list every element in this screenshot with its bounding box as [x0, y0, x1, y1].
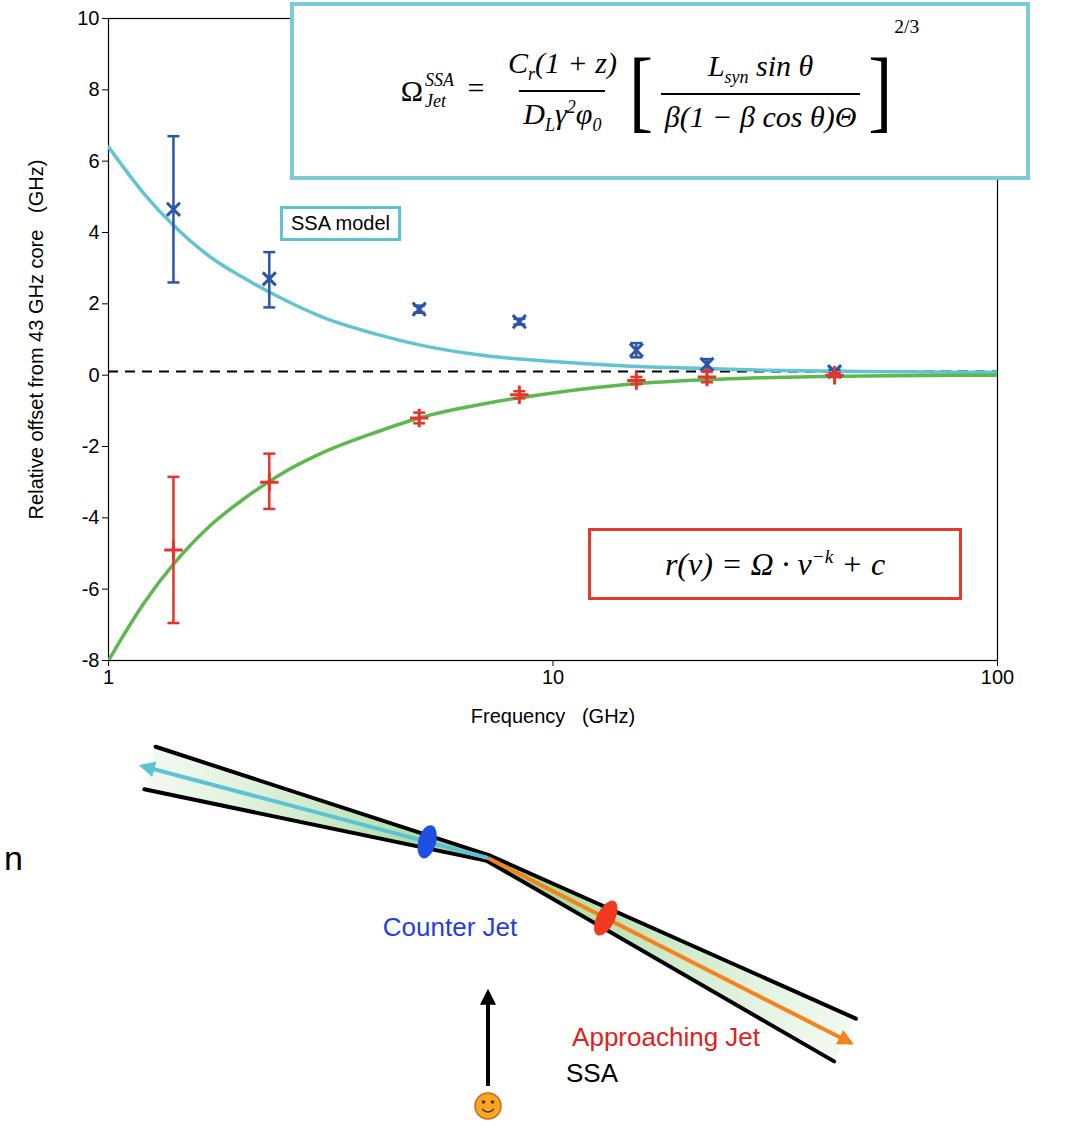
html-text:ΩSSA: ΩSSA: [400, 70, 454, 107]
svg-text:-2: -2: [82, 435, 100, 457]
html-text:SSA model: SSA model: [291, 212, 390, 234]
svg-text:Frequency (GHz): Frequency (GHz): [471, 705, 635, 727]
html-text:Cr(1 + z): Cr(1 + z): [507, 46, 617, 84]
svg-text:0: 0: [88, 364, 99, 386]
html-text:β(1 − β cos θ)Θ: β(1 − β cos θ)Θ: [664, 99, 857, 133]
svg-text:6: 6: [88, 150, 99, 172]
svg-text:Relative offset from 43 GHz co: Relative offset from 43 GHz core (GHz): [25, 160, 47, 520]
svg-text:n: n: [4, 839, 23, 877]
svg-text:8: 8: [88, 78, 99, 100]
svg-text:2: 2: [88, 292, 99, 314]
svg-text:Approaching Jet: Approaching Jet: [572, 1022, 761, 1052]
svg-text:10: 10: [542, 666, 564, 688]
html-text:DLγ2φ0: DLγ2φ0: [523, 97, 602, 135]
svg-text:-4: -4: [82, 506, 100, 528]
svg-text:SSA: SSA: [566, 1058, 619, 1088]
svg-text:-6: -6: [82, 578, 100, 600]
svg-text:Counter Jet: Counter Jet: [383, 912, 518, 942]
html-text:2/3: 2/3: [894, 16, 920, 37]
html-text:Jet: Jet: [425, 91, 446, 111]
svg-text:100: 100: [981, 666, 1014, 688]
svg-text:1: 1: [103, 666, 114, 688]
html-text:Lsynsin θ: Lsynsin θ: [707, 48, 814, 87]
svg-text:4: 4: [88, 221, 99, 243]
html-text:r(ν) = Ω · ν−k+ c: r(ν) = Ω · ν−k+ c: [664, 545, 886, 582]
svg-text:10: 10: [77, 7, 99, 29]
svg-text:-8: -8: [82, 649, 100, 671]
